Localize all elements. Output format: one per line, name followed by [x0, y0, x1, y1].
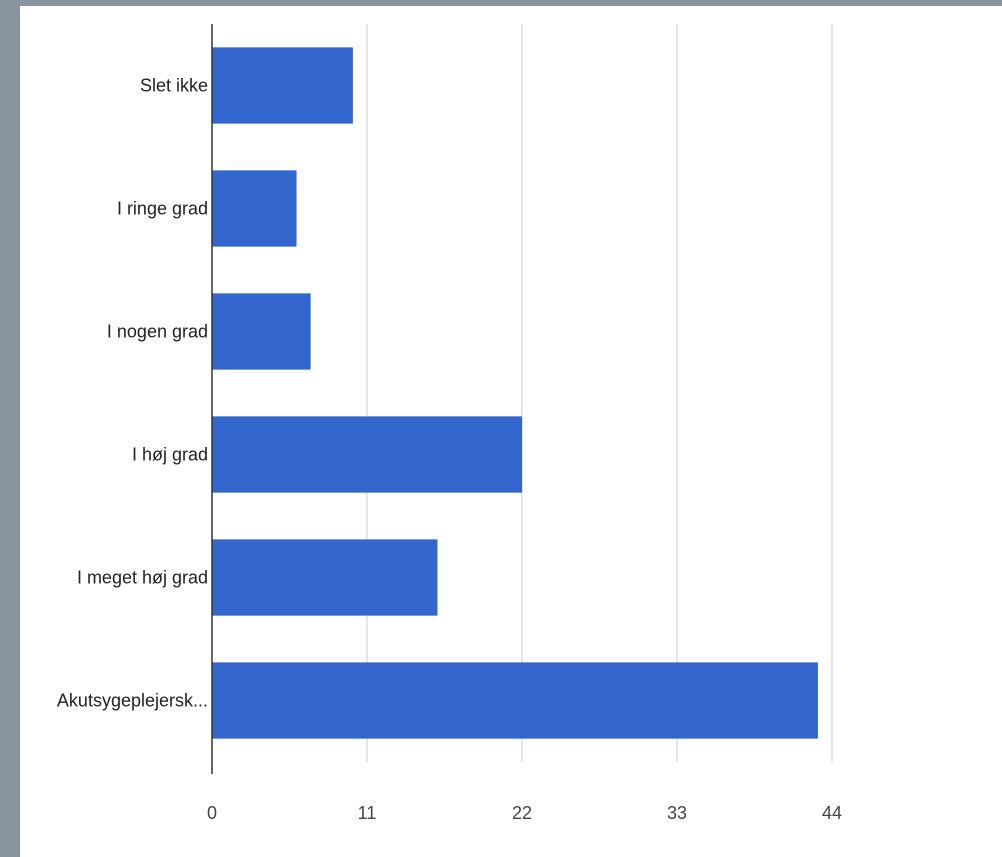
bar-1[interactable]: [212, 170, 297, 247]
bar-0[interactable]: [212, 47, 353, 124]
x-tick-label-1: 11: [358, 803, 377, 823]
x-tick-label-3: 33: [667, 803, 687, 823]
category-label-0: Slet ikke: [140, 76, 208, 96]
labels: 0 11 22 33 44 Slet ikke I ringe grad I nogen gr…: [57, 76, 842, 824]
bar-4[interactable]: [212, 539, 438, 616]
category-label-1: I ringe grad: [117, 199, 208, 219]
category-label-4: I meget høj grad: [77, 568, 208, 588]
x-tick-label-0: 0: [207, 803, 217, 823]
bar-2[interactable]: [212, 293, 311, 370]
category-label-2: I nogen grad: [107, 322, 208, 342]
bars: [212, 47, 818, 739]
grid-lines: [366, 24, 833, 762]
category-label-3: I høj grad: [132, 445, 208, 465]
x-tick-label-4: 44: [822, 803, 842, 823]
x-tick-label-2: 22: [512, 803, 532, 823]
category-label-5: Akutsygeplejersk...: [57, 691, 208, 711]
bar-3[interactable]: [212, 416, 522, 493]
bar-5[interactable]: [212, 662, 818, 739]
